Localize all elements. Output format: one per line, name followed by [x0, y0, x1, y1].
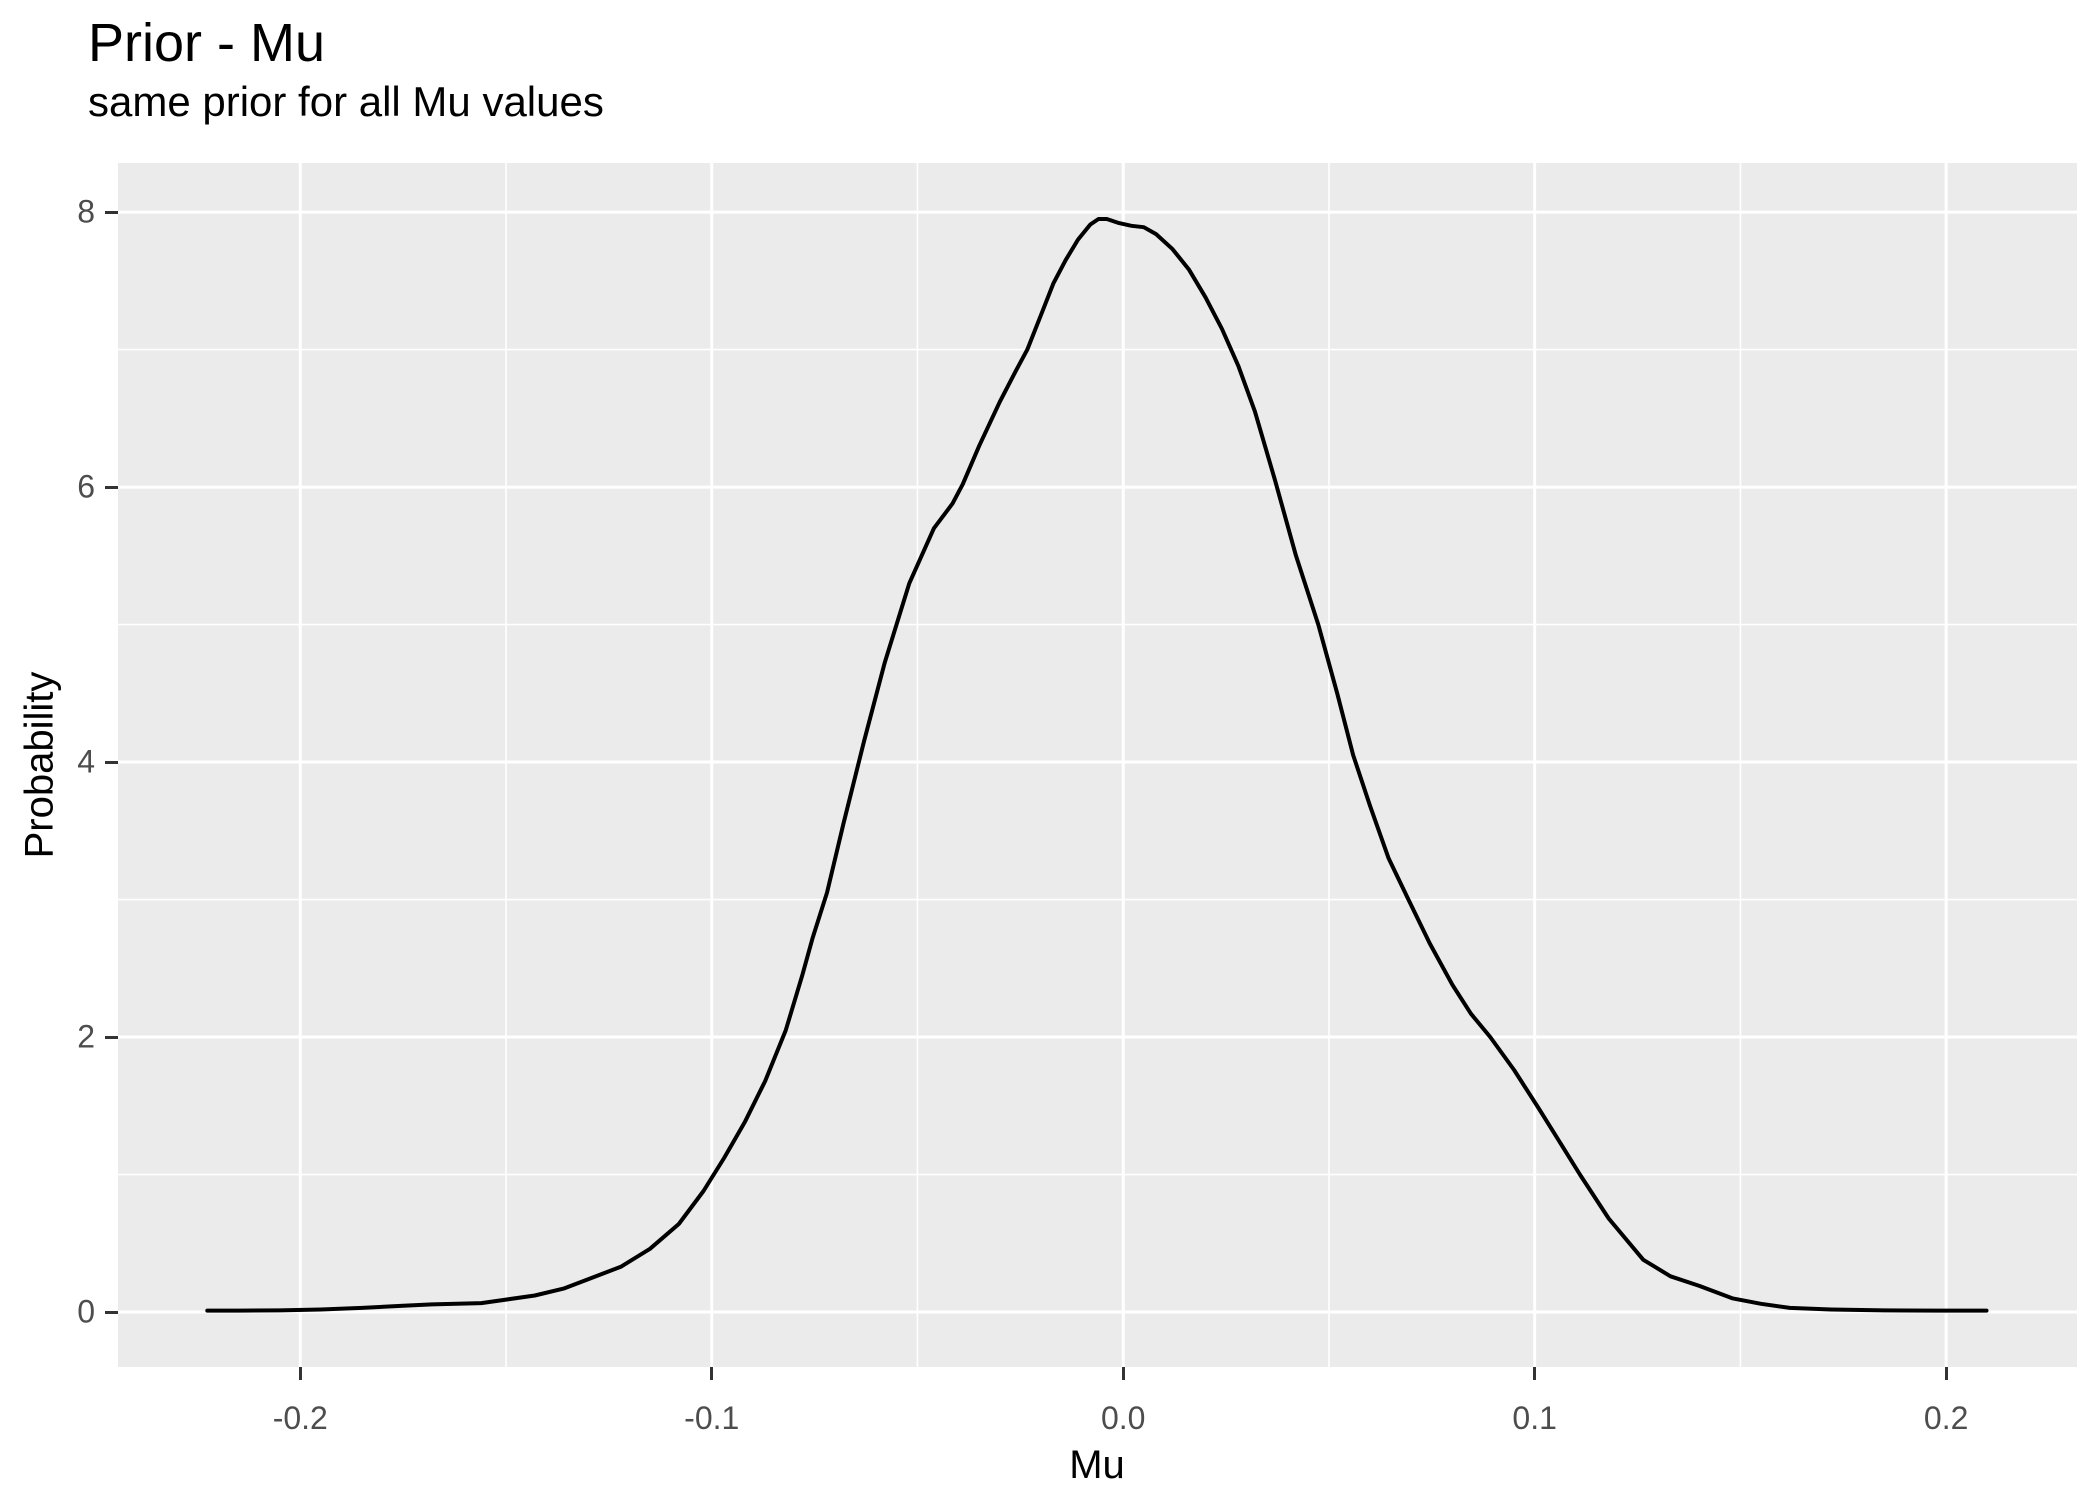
y-tick-label: 0	[77, 1293, 95, 1330]
y-tick-label: 4	[77, 743, 95, 780]
plot-title: Prior - Mu	[88, 13, 326, 73]
y-axis-title: Probability	[17, 671, 62, 859]
x-tick-mark	[1944, 1367, 1948, 1380]
plot-subtitle: same prior for all Mu values	[88, 78, 604, 125]
y-tick-label: 6	[77, 468, 95, 505]
x-tick-mark	[298, 1367, 302, 1380]
x-tick-mark	[1533, 1367, 1537, 1380]
y-tick-label: 2	[77, 1018, 95, 1055]
x-tick-label: 0.2	[1923, 1400, 1969, 1436]
y-tick-label: 8	[77, 193, 95, 230]
x-tick-label: 0.0	[1100, 1400, 1146, 1436]
density-curve	[205, 217, 1989, 1313]
y-tick-mark	[105, 485, 118, 489]
y-tick-mark	[105, 1310, 118, 1314]
x-tick-label: -0.1	[684, 1400, 740, 1436]
plot-panel	[118, 163, 2077, 1367]
x-axis-title: Mu	[1069, 1443, 1125, 1487]
x-tick-label: -0.2	[272, 1400, 328, 1436]
y-tick-mark	[105, 1035, 118, 1039]
x-tick-mark	[1121, 1367, 1125, 1380]
x-tick-label: 0.1	[1512, 1400, 1557, 1436]
y-tick-mark	[105, 210, 118, 214]
panel-canvas	[118, 163, 2077, 1367]
y-tick-mark	[105, 760, 118, 764]
x-tick-mark	[710, 1367, 714, 1380]
